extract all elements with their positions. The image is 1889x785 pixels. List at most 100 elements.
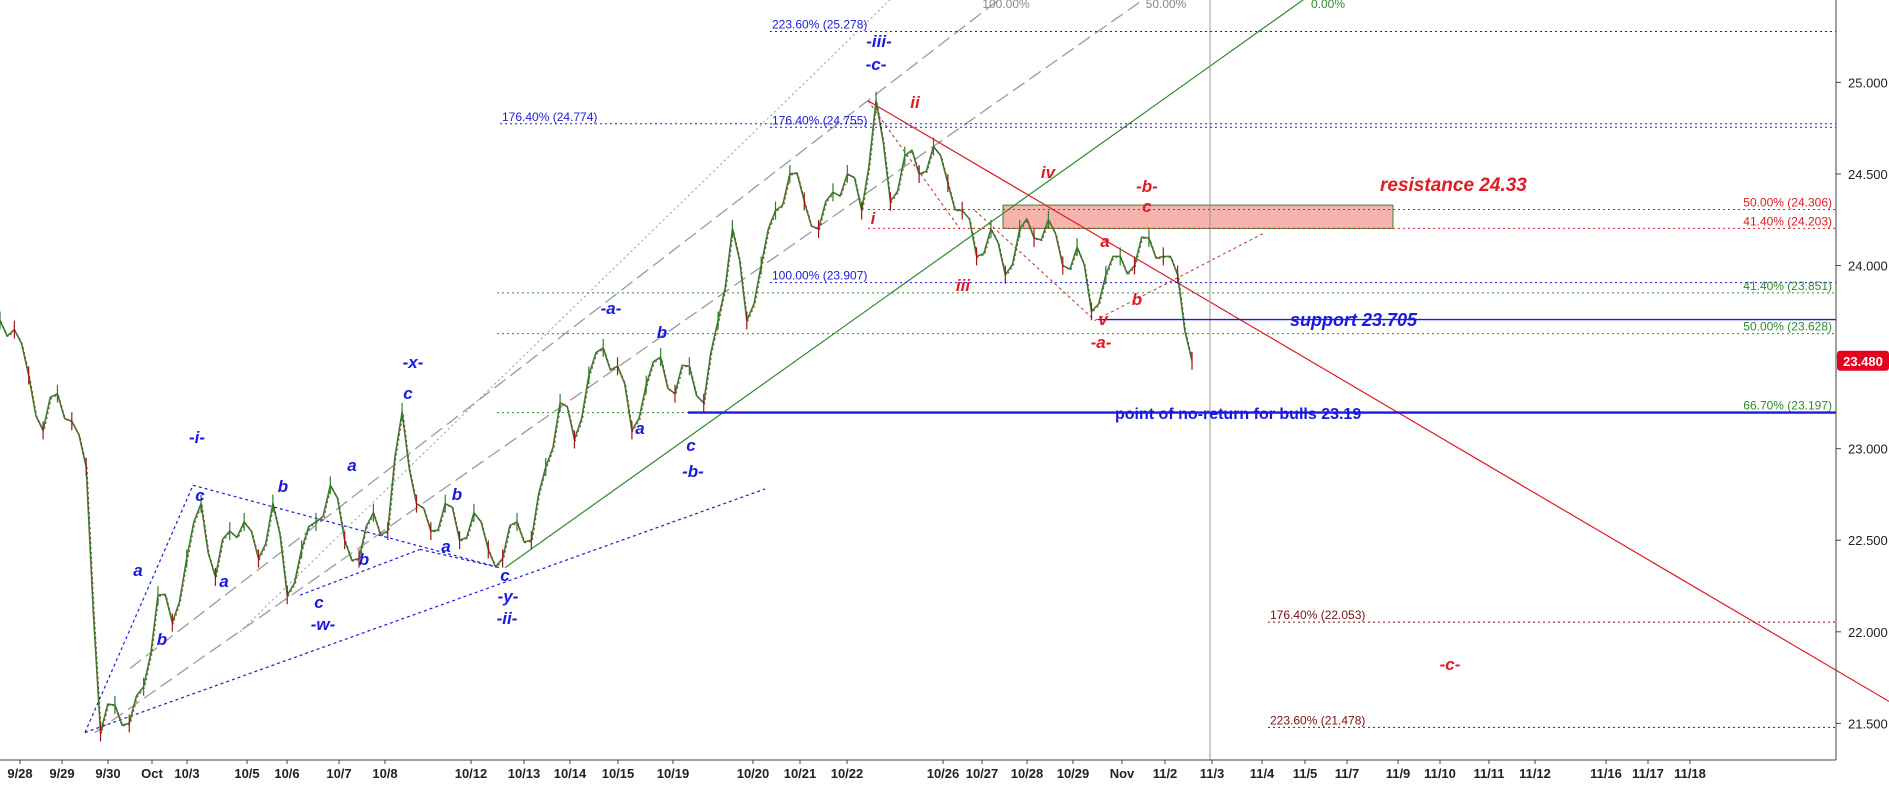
wave-ii-line-1	[192, 484, 501, 569]
x-tick-label-6: 10/6	[274, 766, 299, 781]
y-tick-label-0: 21.500	[1848, 716, 1888, 731]
y-tick-label-7: 25.000	[1848, 75, 1888, 90]
wave-label-14: c	[500, 566, 510, 585]
x-tick-label-8: 10/8	[372, 766, 397, 781]
fib-level-label-4: 41.40% (24.203)	[1743, 214, 1832, 228]
green-trendline	[504, 0, 1305, 569]
wave-label-9: b	[359, 550, 369, 569]
y-tick-label-5: 24.000	[1848, 259, 1888, 274]
no-return-annotation: point of no-return for bulls 23.19	[1115, 406, 1361, 423]
fib-level-label-10: 223.60% (21.478)	[1270, 713, 1365, 727]
resistance-annotation: resistance 24.33	[1380, 175, 1527, 196]
wave-label-20: c	[686, 436, 696, 455]
wave-label-8: a	[347, 456, 356, 475]
x-tick-label-33: 11/18	[1674, 766, 1706, 781]
x-tick-label-7: 10/7	[326, 766, 351, 781]
channel-upper-dashed	[129, 0, 1000, 669]
wave-label-12: b	[452, 485, 462, 504]
x-tick-label-30: 11/12	[1519, 766, 1551, 781]
x-tick-label-26: 11/7	[1335, 766, 1360, 781]
price-series	[0, 99, 1193, 734]
x-tick-label-10: 10/13	[508, 766, 541, 781]
x-tick-label-16: 10/22	[831, 766, 864, 781]
price-series-shadow	[0, 101, 1194, 734]
wave-label-7: -w-	[311, 615, 336, 634]
x-tick-label-19: 10/28	[1011, 766, 1044, 781]
wave-label-27: iv	[1041, 163, 1057, 182]
wave-label-6: c	[314, 593, 324, 612]
x-tick-label-32: 11/17	[1632, 766, 1664, 781]
x-tick-label-18: 10/27	[966, 766, 999, 781]
wave-label-2: a	[133, 561, 142, 580]
wave-label-0: -i-	[189, 428, 205, 447]
red-downtrend-line	[867, 100, 1889, 702]
resistance-zone	[1002, 204, 1394, 229]
x-tick-label-24: 11/4	[1250, 766, 1275, 781]
wave-label-22: -iii-	[866, 32, 892, 51]
x-tick-label-23: 11/3	[1200, 766, 1225, 781]
red-wave-dash-1	[867, 100, 961, 230]
fan-label-2: 0.00%	[1311, 0, 1345, 11]
fib-level-label-0: 223.60% (25.278)	[772, 17, 867, 31]
fib-level-label-9: 176.40% (22.053)	[1270, 608, 1365, 622]
red-wave-dash-3	[1094, 232, 1266, 321]
x-tick-label-3: Oct	[141, 766, 163, 781]
last-price-label: 23.480	[1843, 354, 1883, 369]
fib-level-label-1: 176.40% (24.774)	[502, 110, 597, 124]
channel-lower-dashed	[94, 0, 1144, 734]
wave-label-5: b	[278, 477, 288, 496]
fib-level-label-6: 41.40% (23.851)	[1743, 279, 1832, 293]
wave-i-line	[84, 485, 194, 733]
wave-label-4: a	[219, 572, 228, 591]
wave-label-18: b	[657, 323, 667, 342]
wave-label-29: b	[1132, 290, 1142, 309]
wave-label-16: -ii-	[497, 609, 518, 628]
x-tick-label-17: 10/26	[927, 766, 960, 781]
last-price-badge	[1837, 350, 1889, 371]
wave-ii-line-3	[419, 548, 501, 569]
wave-label-34: -c-	[1440, 655, 1461, 674]
fan-label-0: 100.00%	[982, 0, 1030, 11]
fib-level-label-5: 100.00% (23.907)	[772, 269, 867, 283]
fan-label-1: 50.00%	[1146, 0, 1187, 11]
wave-label-30: c	[1142, 197, 1152, 216]
support-annotation: support 23.705	[1290, 310, 1418, 330]
wave-label-1: c	[195, 486, 205, 505]
y-tick-label-2: 22.500	[1848, 533, 1888, 548]
wave-label-10: -x-	[403, 353, 424, 372]
wave-label-31: -b-	[1136, 177, 1158, 196]
x-tick-label-25: 11/5	[1293, 766, 1318, 781]
x-tick-label-4: 10/3	[174, 766, 199, 781]
x-tick-label-5: 10/5	[234, 766, 259, 781]
wave-label-23: -c-	[866, 55, 887, 74]
wave-label-15: -y-	[498, 587, 519, 606]
x-tick-label-28: 11/10	[1424, 766, 1456, 781]
x-tick-label-29: 11/11	[1473, 766, 1504, 781]
x-tick-label-12: 10/15	[602, 766, 635, 781]
wave-label-28: a	[1100, 232, 1109, 251]
wave-label-19: a	[635, 419, 644, 438]
x-tick-label-22: 11/2	[1153, 766, 1178, 781]
wave-label-25: i	[871, 209, 877, 228]
x-tick-label-9: 10/12	[455, 766, 488, 781]
fib-level-label-8: 66.70% (23.197)	[1743, 399, 1832, 413]
y-tick-label-3: 23.000	[1848, 442, 1888, 457]
channel-dotted-upper	[239, 0, 891, 633]
x-tick-label-27: 11/9	[1386, 766, 1411, 781]
x-tick-label-15: 10/21	[784, 766, 817, 781]
x-tick-label-0: 9/28	[7, 766, 32, 781]
wave-label-13: a	[441, 537, 450, 556]
wave-label-21: -b-	[682, 462, 704, 481]
x-tick-label-1: 9/29	[49, 766, 74, 781]
x-tick-label-11: 10/14	[554, 766, 587, 781]
wave-label-26: iii	[956, 276, 971, 295]
y-tick-label-6: 24.500	[1848, 167, 1888, 182]
fib-level-label-3: 50.00% (24.306)	[1743, 196, 1832, 210]
y-tick-label-1: 22.000	[1848, 625, 1888, 640]
x-tick-label-2: 9/30	[95, 766, 120, 781]
wave-label-3: b	[157, 630, 167, 649]
fib-level-label-7: 50.00% (23.628)	[1743, 320, 1832, 334]
x-tick-label-21: Nov	[1110, 766, 1135, 781]
x-tick-label-13: 10/19	[657, 766, 690, 781]
